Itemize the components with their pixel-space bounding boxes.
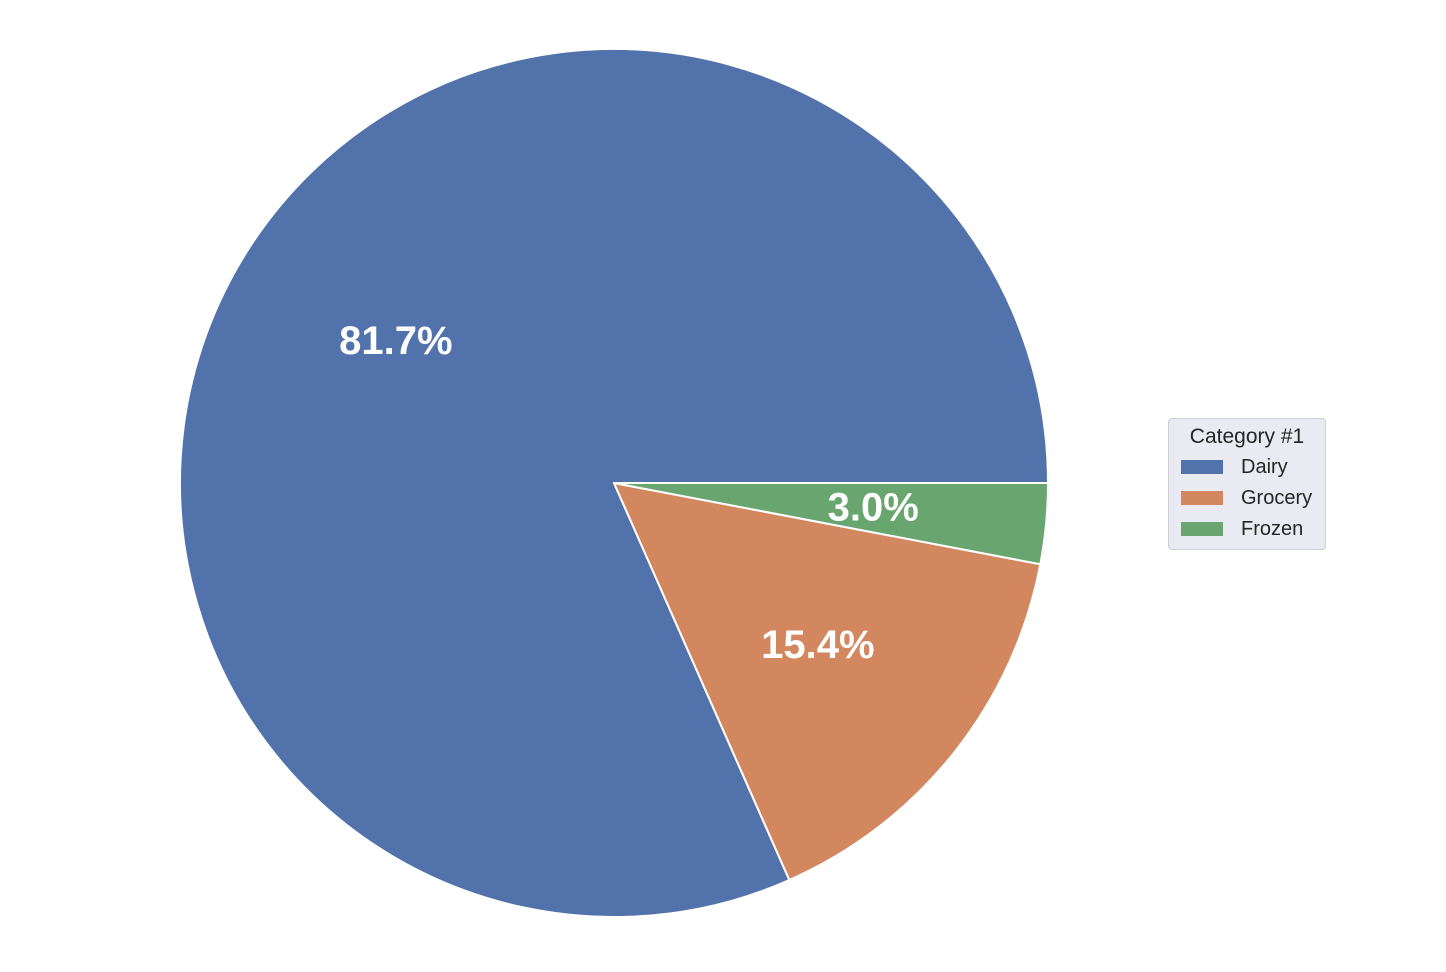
legend-swatch-grocery xyxy=(1181,491,1223,505)
legend-title: Category #1 xyxy=(1189,425,1305,448)
pie-percent-labels: 81.7% 15.4% 3.0% xyxy=(339,319,919,667)
legend: Category #1 Dairy Grocery Frozen xyxy=(1168,418,1326,550)
pie-slices xyxy=(179,48,1049,918)
legend-item-frozen: Frozen xyxy=(1181,515,1303,543)
legend-label-grocery: Grocery xyxy=(1241,486,1313,509)
legend-swatch-frozen xyxy=(1181,522,1223,536)
legend-swatch-dairy xyxy=(1181,460,1223,474)
legend-item-grocery: Grocery xyxy=(1181,484,1312,512)
pie-label-frozen: 3.0% xyxy=(828,485,919,529)
legend-item-dairy: Dairy xyxy=(1181,453,1288,481)
pie-slice-frozen xyxy=(613,482,1049,566)
legend-label-frozen: Frozen xyxy=(1241,517,1304,540)
pie-label-grocery: 15.4% xyxy=(761,623,874,667)
pie-label-dairy: 81.7% xyxy=(339,319,452,363)
pie-slice-grocery xyxy=(613,482,1042,882)
legend-label-dairy: Dairy xyxy=(1241,455,1288,478)
